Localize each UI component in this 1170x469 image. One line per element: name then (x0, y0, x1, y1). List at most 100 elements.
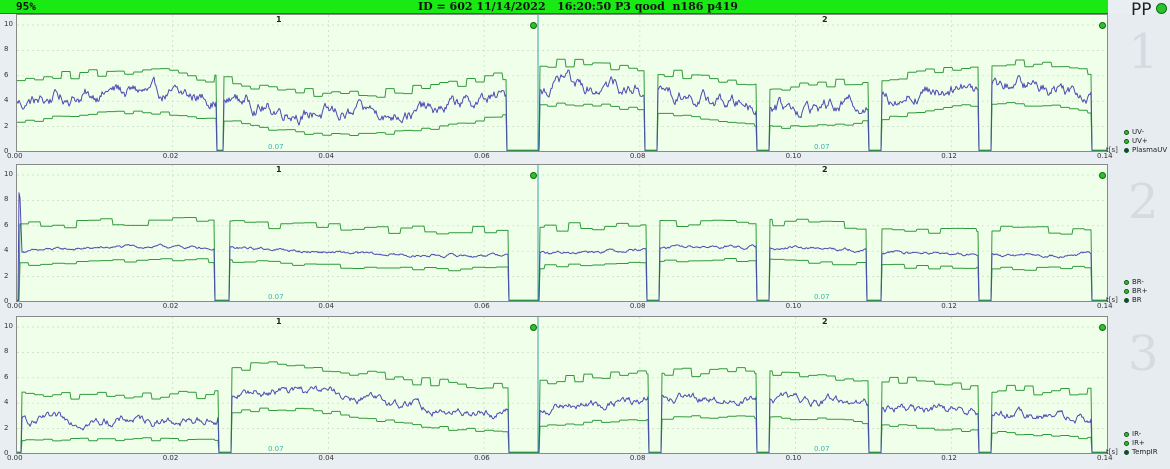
x-tick-label: 0.00 (7, 152, 23, 160)
waveform-plot (17, 317, 1107, 453)
segment-label-2: 2 (822, 317, 828, 326)
plot-panel-1: 10 8 6 4 2 0 0.00 0.02 0.04 0.06 0.08 0.10 0.12 0.14 t… (0, 14, 1170, 164)
y-tick-label: 4 (4, 398, 9, 407)
legend-item[interactable]: PlasmaUV (1124, 146, 1167, 155)
legend-item[interactable]: UV- (1124, 128, 1144, 137)
legend-label: BR (1132, 296, 1142, 304)
y-tick-label: 10 (4, 20, 13, 28)
y-tick-label: 0 (4, 297, 9, 305)
legend-label: UV- (1132, 128, 1145, 136)
waveform-plot (17, 165, 1107, 301)
plot-panel-2: 10 8 6 4 2 0 0.00 0.02 0.04 0.06 0.08 0.10 0.12 0.14 t… (0, 164, 1170, 314)
y-tick-label: 4 (4, 246, 9, 255)
legend-label: BR- (1132, 278, 1144, 286)
upper-envelope-trace (17, 217, 1107, 301)
legend-dot-icon (1124, 440, 1129, 446)
title-text: ID = 602 11/14/2022 16:20:50 P3 qood n18… (418, 0, 738, 13)
x-tick-label: 0.04 (318, 152, 335, 160)
upper-envelope-trace (17, 361, 1107, 453)
legend-item[interactable]: IR+ (1124, 439, 1145, 448)
x-tick-label: 0.06 (474, 152, 490, 160)
plot-area[interactable] (16, 316, 1108, 454)
y-tick-label: 10 (4, 170, 13, 178)
legend-dot-icon (1124, 147, 1129, 153)
y-tick-label: 6 (4, 70, 9, 79)
title-bar: 95% ID = 602 11/14/2022 16:20:50 P3 qood… (0, 0, 1108, 14)
legend-item[interactable]: TempIR (1124, 448, 1158, 457)
x-tick-label: 0.02 (162, 152, 179, 160)
segment-status-dot-icon[interactable] (1099, 22, 1106, 29)
time-unit-label: t[s] (1106, 296, 1118, 304)
segment-label-1: 1 (276, 15, 282, 24)
plot-panel-3: 10 8 6 4 2 0 0.00 0.02 0.04 0.06 0.08 0.10 0.12 0.14 t… (0, 316, 1170, 466)
y-tick-label: 2 (4, 121, 9, 130)
segment-mid-label: 0.07 (814, 143, 830, 151)
panel-number: 2 (1128, 174, 1159, 230)
y-tick-label: 8 (4, 45, 9, 54)
legend-item[interactable]: BR+ (1124, 287, 1148, 296)
segment-label-2: 2 (822, 15, 828, 24)
legend-label: UV+ (1132, 137, 1148, 145)
legend-item[interactable]: UV+ (1124, 137, 1148, 146)
x-tick-label: 0.12 (941, 454, 957, 462)
y-tick-label: 6 (4, 220, 9, 229)
legend-dot-icon (1124, 138, 1129, 144)
legend-item[interactable]: BR- (1124, 278, 1144, 287)
legend-item[interactable]: BR (1124, 296, 1142, 305)
legend-dot-icon (1124, 449, 1129, 455)
segment-mid-label: 0.07 (268, 143, 284, 151)
y-tick-label: 8 (4, 347, 9, 356)
y-tick-label: 2 (4, 271, 9, 280)
x-tick-label: 0.06 (474, 302, 490, 310)
legend-item[interactable]: IR- (1124, 430, 1141, 439)
y-tick-label: 4 (4, 96, 9, 105)
time-unit-label: t[s] (1106, 448, 1118, 456)
x-tick-label: 0.14 (1097, 302, 1113, 310)
segment-mid-label: 0.07 (268, 445, 284, 453)
y-tick-label: 8 (4, 195, 9, 204)
legend-label: PlasmaUV (1132, 146, 1168, 154)
segment-label-1: 1 (276, 165, 282, 174)
legend-label: TempIR (1132, 448, 1158, 456)
x-tick-label: 0.12 (941, 152, 957, 160)
time-unit-label: t[s] (1106, 146, 1118, 154)
legend-dot-icon (1124, 129, 1129, 135)
x-tick-label: 0.02 (162, 454, 179, 462)
x-tick-label: 0.00 (7, 454, 23, 462)
lower-envelope-trace (17, 407, 1107, 453)
segment-mid-label: 0.07 (814, 293, 830, 301)
signal-trace (17, 69, 1107, 151)
y-tick-label: 0 (4, 449, 9, 457)
signal-trace (17, 192, 1107, 301)
x-tick-label: 0.10 (785, 152, 802, 160)
legend-dot-icon (1124, 279, 1129, 285)
x-tick-label: 0.02 (162, 302, 179, 310)
y-tick-label: 10 (4, 322, 13, 330)
lower-envelope-trace (17, 102, 1107, 151)
segment-status-dot-icon[interactable] (530, 22, 537, 29)
segment-status-dot-icon[interactable] (1099, 172, 1106, 179)
panel-number: 1 (1128, 24, 1159, 80)
plot-area[interactable] (16, 164, 1108, 302)
x-tick-label: 0.08 (629, 302, 646, 310)
x-tick-label: 0.06 (474, 454, 490, 462)
segment-status-dot-icon[interactable] (1099, 324, 1106, 331)
legend-dot-icon (1124, 431, 1129, 437)
x-tick-label: 0.08 (629, 454, 646, 462)
lower-envelope-trace (17, 258, 1107, 301)
title-percent: 95% (16, 0, 36, 13)
legend-dot-icon (1124, 288, 1129, 294)
status-dot-icon[interactable] (1156, 3, 1167, 14)
x-tick-label: 0.10 (785, 302, 802, 310)
upper-envelope-trace (17, 58, 1107, 151)
x-tick-label: 0.14 (1097, 454, 1113, 462)
segment-status-dot-icon[interactable] (530, 324, 537, 331)
segment-label-2: 2 (822, 165, 828, 174)
x-tick-label: 0.14 (1097, 152, 1113, 160)
panel-number: 3 (1128, 326, 1159, 382)
waveform-plot (17, 15, 1107, 151)
legend-label: IR- (1132, 430, 1142, 438)
plot-area[interactable] (16, 14, 1108, 152)
segment-mid-label: 0.07 (814, 445, 830, 453)
segment-status-dot-icon[interactable] (530, 172, 537, 179)
